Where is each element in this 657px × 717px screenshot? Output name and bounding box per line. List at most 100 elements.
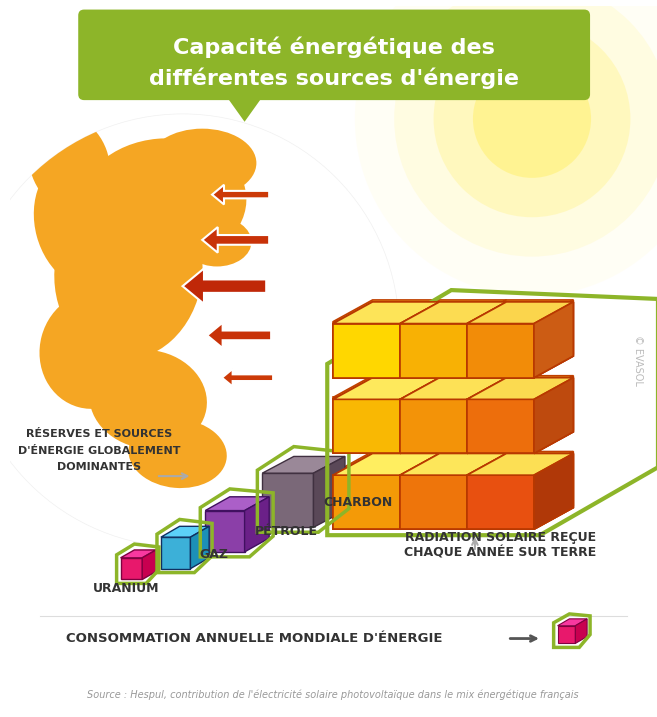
Polygon shape: [400, 302, 507, 323]
Polygon shape: [467, 302, 507, 378]
Polygon shape: [534, 453, 574, 529]
Ellipse shape: [183, 217, 252, 267]
Text: Capacité énergétique des: Capacité énergétique des: [173, 37, 495, 57]
Polygon shape: [467, 399, 534, 453]
Circle shape: [355, 0, 657, 296]
Polygon shape: [467, 475, 534, 529]
Polygon shape: [333, 376, 440, 397]
Polygon shape: [467, 453, 574, 475]
Polygon shape: [400, 302, 440, 378]
Ellipse shape: [34, 154, 145, 290]
Polygon shape: [333, 475, 400, 529]
Polygon shape: [333, 322, 400, 376]
Polygon shape: [207, 323, 271, 348]
Polygon shape: [467, 397, 534, 452]
Polygon shape: [400, 323, 467, 378]
Polygon shape: [467, 376, 574, 397]
Polygon shape: [400, 376, 440, 452]
Polygon shape: [400, 302, 507, 323]
Polygon shape: [400, 473, 467, 527]
Polygon shape: [467, 453, 507, 529]
Text: RÉSERVES ET SOURCES: RÉSERVES ET SOURCES: [26, 429, 172, 439]
Polygon shape: [244, 497, 269, 552]
Polygon shape: [400, 452, 507, 473]
Polygon shape: [205, 511, 244, 552]
Polygon shape: [534, 378, 574, 453]
Polygon shape: [120, 550, 156, 558]
Polygon shape: [467, 322, 534, 376]
Polygon shape: [467, 302, 507, 378]
Circle shape: [434, 20, 631, 217]
Circle shape: [394, 0, 657, 257]
Polygon shape: [534, 302, 574, 378]
Polygon shape: [313, 457, 345, 527]
Text: RADIATION SOLAIRE REÇUE
CHAQUE ANNÉE SUR TERRE: RADIATION SOLAIRE REÇUE CHAQUE ANNÉE SUR…: [404, 531, 597, 559]
Polygon shape: [400, 378, 440, 453]
Polygon shape: [333, 323, 400, 378]
Polygon shape: [400, 302, 440, 378]
Polygon shape: [467, 378, 507, 453]
Polygon shape: [467, 399, 534, 453]
Polygon shape: [400, 376, 507, 397]
Polygon shape: [400, 378, 440, 453]
Polygon shape: [333, 399, 400, 453]
Ellipse shape: [55, 183, 202, 360]
Text: PÉTROLE: PÉTROLE: [254, 525, 317, 538]
Polygon shape: [400, 475, 467, 529]
Polygon shape: [467, 378, 507, 453]
Polygon shape: [400, 397, 467, 452]
Text: Source : Hespul, contribution de l'électricité solaire photovoltaïque dans le mi: Source : Hespul, contribution de l'élect…: [87, 689, 579, 700]
Polygon shape: [400, 453, 507, 475]
Polygon shape: [333, 378, 440, 399]
Polygon shape: [534, 452, 574, 527]
Polygon shape: [161, 526, 209, 537]
Circle shape: [0, 114, 399, 547]
Polygon shape: [467, 453, 507, 529]
Polygon shape: [467, 376, 507, 452]
Polygon shape: [400, 475, 467, 529]
Ellipse shape: [148, 128, 256, 198]
Polygon shape: [333, 302, 440, 323]
Polygon shape: [400, 399, 467, 453]
Polygon shape: [191, 526, 209, 569]
Polygon shape: [534, 378, 574, 453]
Polygon shape: [333, 475, 400, 529]
Polygon shape: [400, 453, 440, 529]
Polygon shape: [333, 475, 400, 529]
Polygon shape: [467, 302, 574, 323]
Polygon shape: [225, 94, 264, 122]
Text: différentes sources d'énergie: différentes sources d'énergie: [149, 67, 519, 89]
Polygon shape: [400, 399, 467, 453]
Polygon shape: [467, 302, 507, 378]
Polygon shape: [400, 323, 467, 378]
Polygon shape: [400, 300, 440, 376]
Polygon shape: [534, 302, 574, 378]
Polygon shape: [333, 300, 440, 322]
Polygon shape: [400, 378, 440, 453]
Polygon shape: [467, 378, 574, 399]
Polygon shape: [333, 453, 440, 475]
Ellipse shape: [129, 419, 227, 488]
Text: URANIUM: URANIUM: [93, 581, 160, 595]
Polygon shape: [534, 453, 574, 529]
Text: D'ÉNERGIE GLOBALEMENT: D'ÉNERGIE GLOBALEMENT: [18, 445, 180, 455]
Ellipse shape: [79, 138, 246, 267]
Polygon shape: [262, 457, 345, 473]
Polygon shape: [400, 300, 507, 322]
Polygon shape: [400, 378, 507, 399]
Polygon shape: [467, 453, 574, 475]
Polygon shape: [333, 453, 440, 475]
Polygon shape: [161, 537, 191, 569]
Polygon shape: [467, 475, 534, 529]
Text: © EVASOL: © EVASOL: [633, 335, 643, 386]
Ellipse shape: [29, 115, 110, 212]
Polygon shape: [333, 397, 400, 452]
Polygon shape: [183, 268, 266, 304]
Polygon shape: [467, 378, 574, 399]
Polygon shape: [467, 378, 574, 399]
Polygon shape: [467, 453, 507, 529]
Polygon shape: [400, 475, 467, 529]
Polygon shape: [333, 453, 440, 475]
Polygon shape: [400, 302, 440, 378]
Polygon shape: [467, 302, 574, 323]
